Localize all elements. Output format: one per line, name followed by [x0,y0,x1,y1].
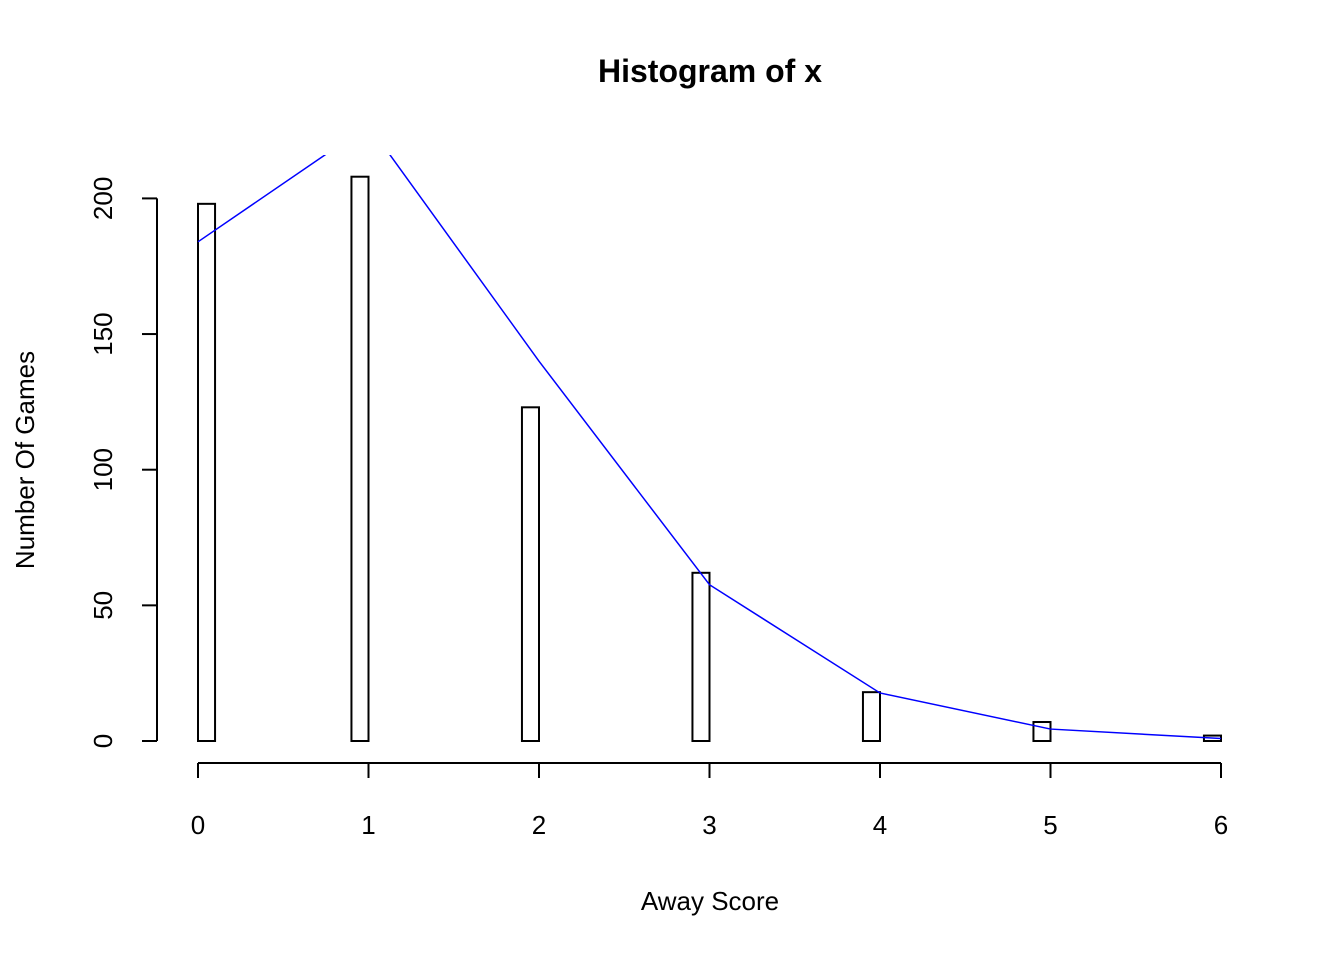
y-axis-label: Number Of Games [10,351,40,569]
bar [350,175,370,743]
bar [197,202,217,743]
x-tick-label: 2 [532,810,546,840]
x-tick-label: 0 [191,810,205,840]
bar [691,571,711,743]
bar [861,691,882,743]
y-tick-label: 0 [88,734,118,748]
fit-line [197,155,1222,740]
y-tick-label: 200 [88,177,118,220]
x-axis-label: Away Score [641,886,779,916]
y-tick-label: 50 [88,591,118,620]
bar [520,406,541,742]
y-tick-label: 150 [88,312,118,355]
y-tick-label: 100 [88,448,118,491]
x-tick-label: 1 [361,810,375,840]
x-tick-label: 6 [1214,810,1228,840]
bar [1032,721,1052,743]
x-tick-label: 4 [873,810,887,840]
x-tick-label: 3 [702,810,716,840]
x-tick-label: 5 [1043,810,1057,840]
chart-title: Histogram of x [598,53,822,89]
